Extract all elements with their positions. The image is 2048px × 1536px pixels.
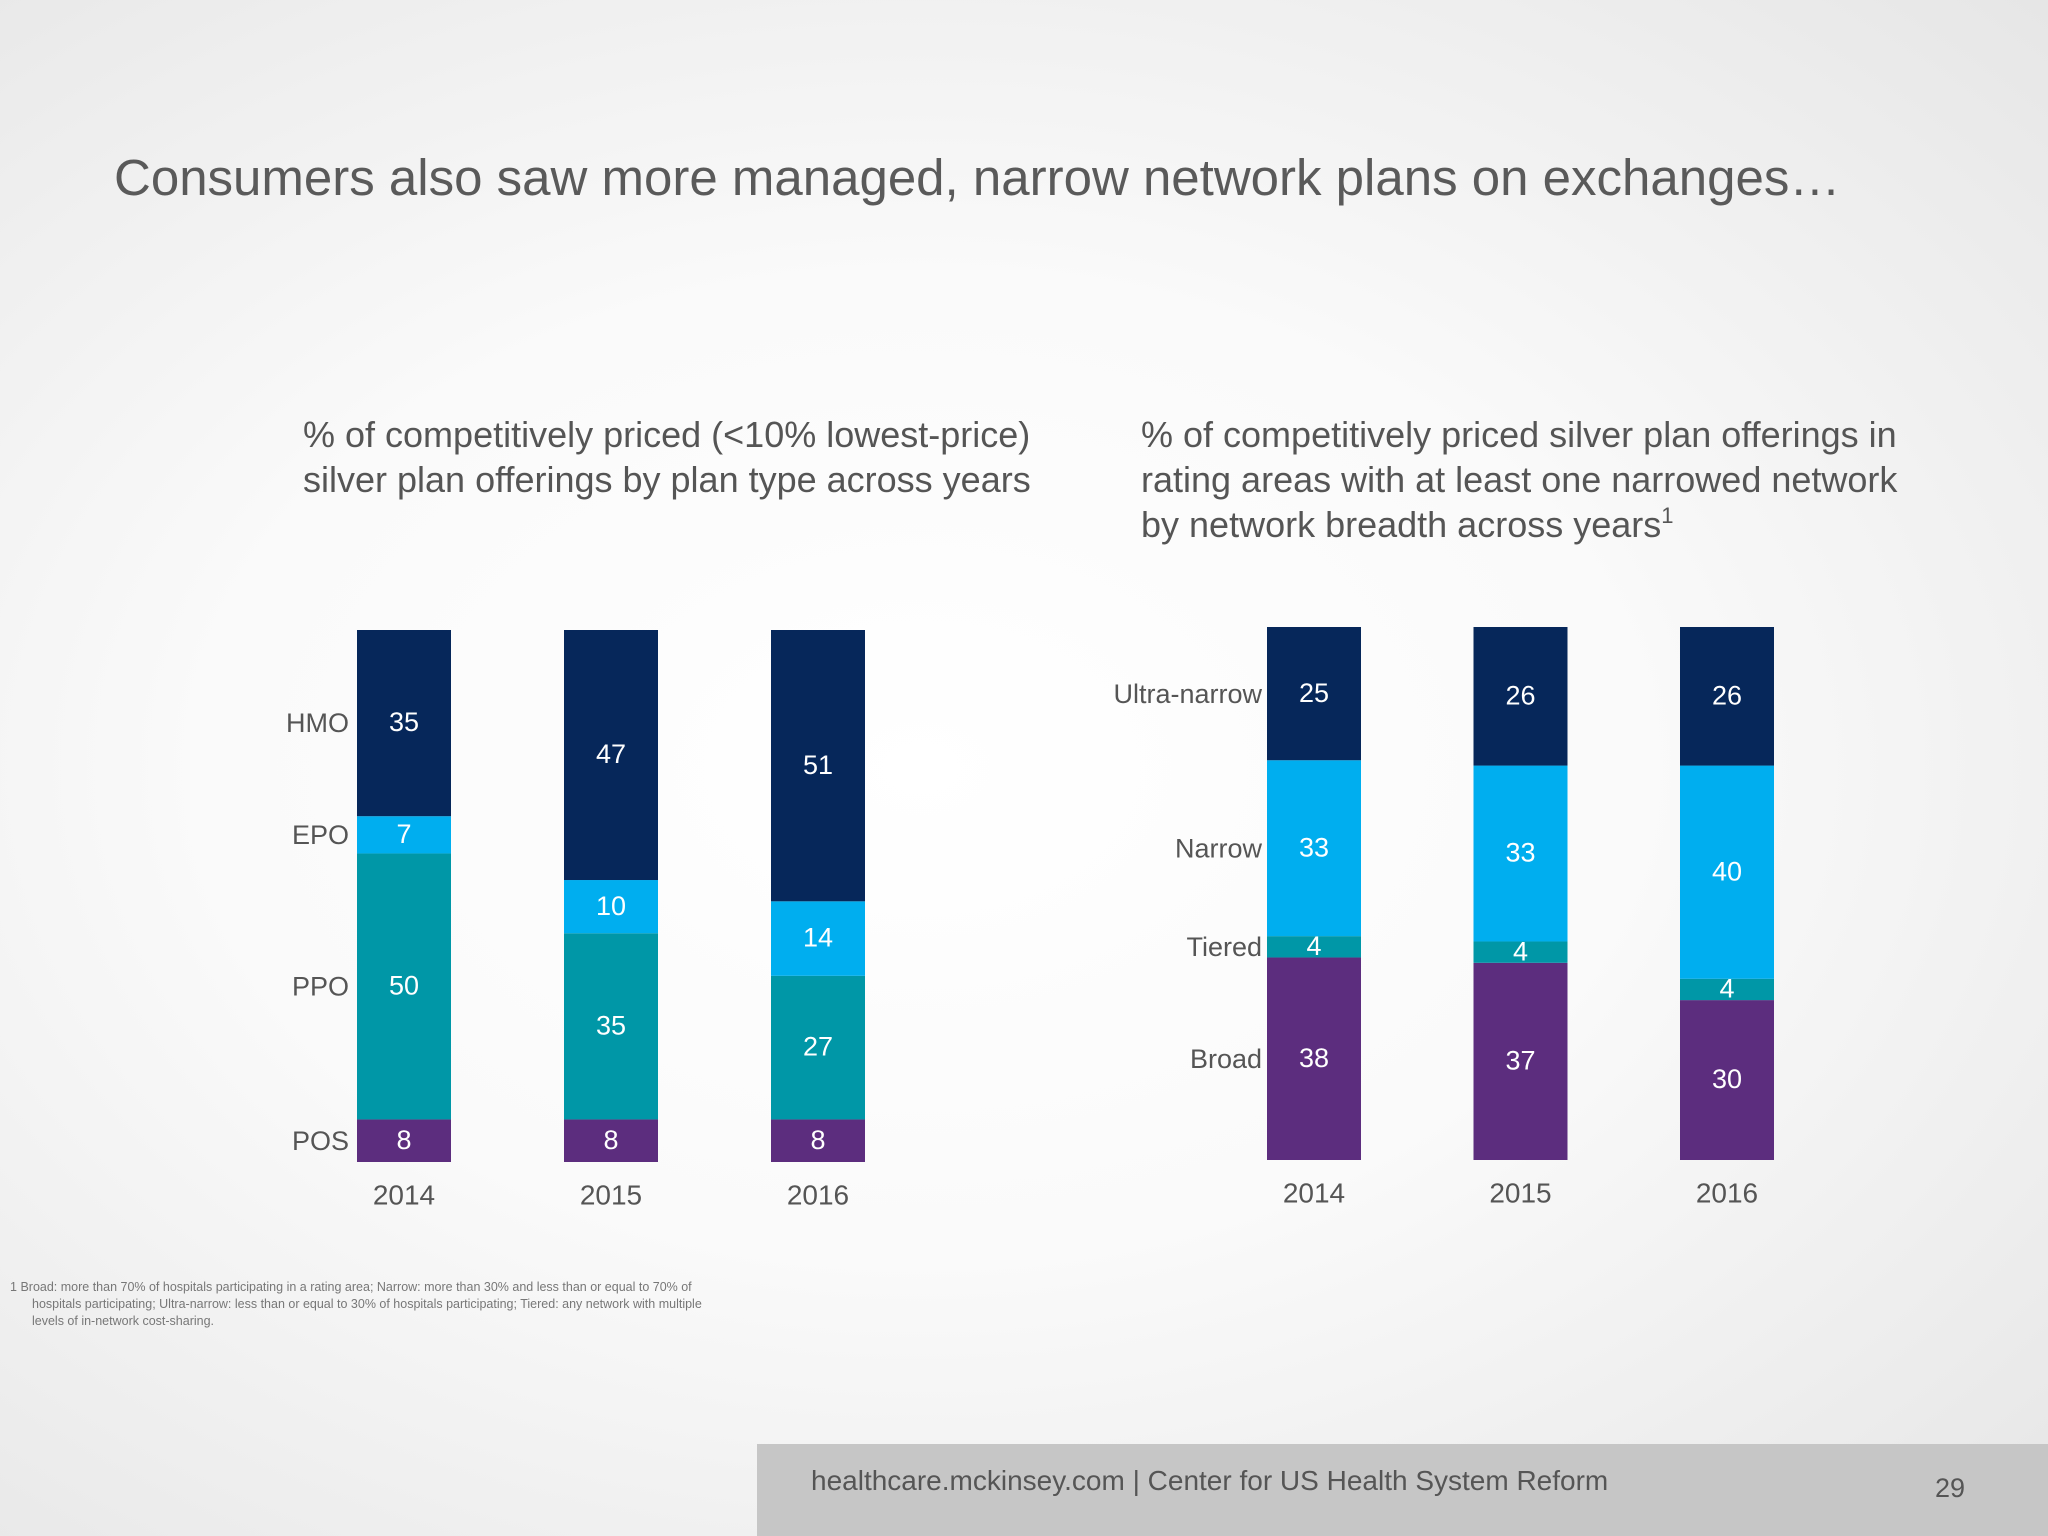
value-label: 8 (396, 1125, 411, 1155)
series-label: Ultra-narrow (1113, 679, 1262, 709)
series-label: Narrow (1175, 833, 1263, 863)
x-tick-label: 2014 (1283, 1177, 1345, 1208)
series-label: Tiered (1186, 932, 1262, 962)
bar-segment (771, 901, 865, 976)
bar-segment (771, 630, 865, 902)
value-label: 25 (1299, 678, 1329, 708)
chart-title-text: % of competitively priced (<10% lowest-p… (303, 414, 1031, 500)
value-label: 30 (1712, 1064, 1742, 1094)
footnote: 1 Broad: more than 70% of hospitals part… (10, 1279, 722, 1330)
footer-text: healthcare.mckinsey.com | Center for US … (811, 1465, 1609, 1496)
value-label: 37 (1505, 1046, 1535, 1076)
footer-bar (757, 1444, 2048, 1536)
series-label: Broad (1190, 1044, 1262, 1074)
value-label: 4 (1306, 931, 1321, 961)
bar-segment (771, 1119, 865, 1162)
bar-segment (357, 816, 451, 854)
value-label: 35 (389, 707, 419, 737)
bar-segment (1473, 941, 1568, 963)
series-label: POS (292, 1126, 349, 1156)
bar-segment (1680, 1000, 1774, 1160)
bar-segment (771, 975, 865, 1120)
value-label: 35 (596, 1010, 626, 1040)
page-number: 29 (1935, 1473, 1966, 1503)
value-label: 47 (596, 739, 626, 769)
bar-segment (1267, 957, 1361, 1160)
value-label: 8 (603, 1125, 618, 1155)
bar-segment (1267, 760, 1361, 937)
series-label: PPO (292, 972, 349, 1002)
bar-segment (564, 630, 658, 881)
x-tick-label: 2016 (787, 1179, 849, 1210)
value-label: 33 (1299, 832, 1329, 862)
series-label: EPO (292, 820, 349, 850)
value-label: 8 (810, 1125, 825, 1155)
value-label: 33 (1505, 838, 1535, 868)
series-label: HMO (286, 708, 349, 738)
bar-segment (357, 853, 451, 1120)
bar-segment (1473, 962, 1568, 1160)
chart-title: % of competitively priced (<10% lowest-p… (303, 412, 1063, 502)
x-tick-label: 2016 (1696, 1177, 1758, 1208)
bar-segment (1680, 627, 1774, 766)
bar-segment (1680, 765, 1774, 979)
bar-segment (357, 1119, 451, 1162)
bar-segment (1473, 627, 1568, 766)
value-label: 51 (803, 750, 833, 780)
bar-segment (357, 630, 451, 817)
x-tick-label: 2015 (580, 1179, 642, 1210)
bar-segment (1473, 765, 1568, 942)
value-label: 26 (1505, 680, 1535, 710)
value-label: 27 (803, 1032, 833, 1062)
value-label: 38 (1299, 1043, 1329, 1073)
value-label: 40 (1712, 856, 1742, 886)
value-label: 4 (1513, 936, 1528, 966)
slide-title: Consumers also saw more managed, narrow … (114, 149, 1841, 206)
chart-title: % of competitively priced silver plan of… (1141, 412, 1941, 547)
value-label: 14 (803, 923, 833, 953)
footnote-marker: 1 (10, 1280, 17, 1294)
bar-segment (1267, 936, 1361, 958)
chart-title-text: % of competitively priced silver plan of… (1141, 414, 1898, 545)
x-tick-label: 2015 (1489, 1177, 1551, 1208)
bar-segment (564, 880, 658, 934)
bar-segment (564, 933, 658, 1120)
value-label: 50 (389, 971, 419, 1001)
footnote-text: Broad: more than 70% of hospitals partic… (20, 1280, 702, 1328)
value-label: 26 (1712, 680, 1742, 710)
x-tick-label: 2014 (373, 1179, 435, 1210)
value-label: 10 (596, 891, 626, 921)
value-label: 4 (1719, 974, 1734, 1004)
bar-segment (564, 1119, 658, 1162)
value-label: 7 (396, 819, 411, 849)
bar-segment (1680, 978, 1774, 1001)
bar-segment (1267, 627, 1361, 761)
footnote-marker: 1 (1661, 503, 1674, 528)
